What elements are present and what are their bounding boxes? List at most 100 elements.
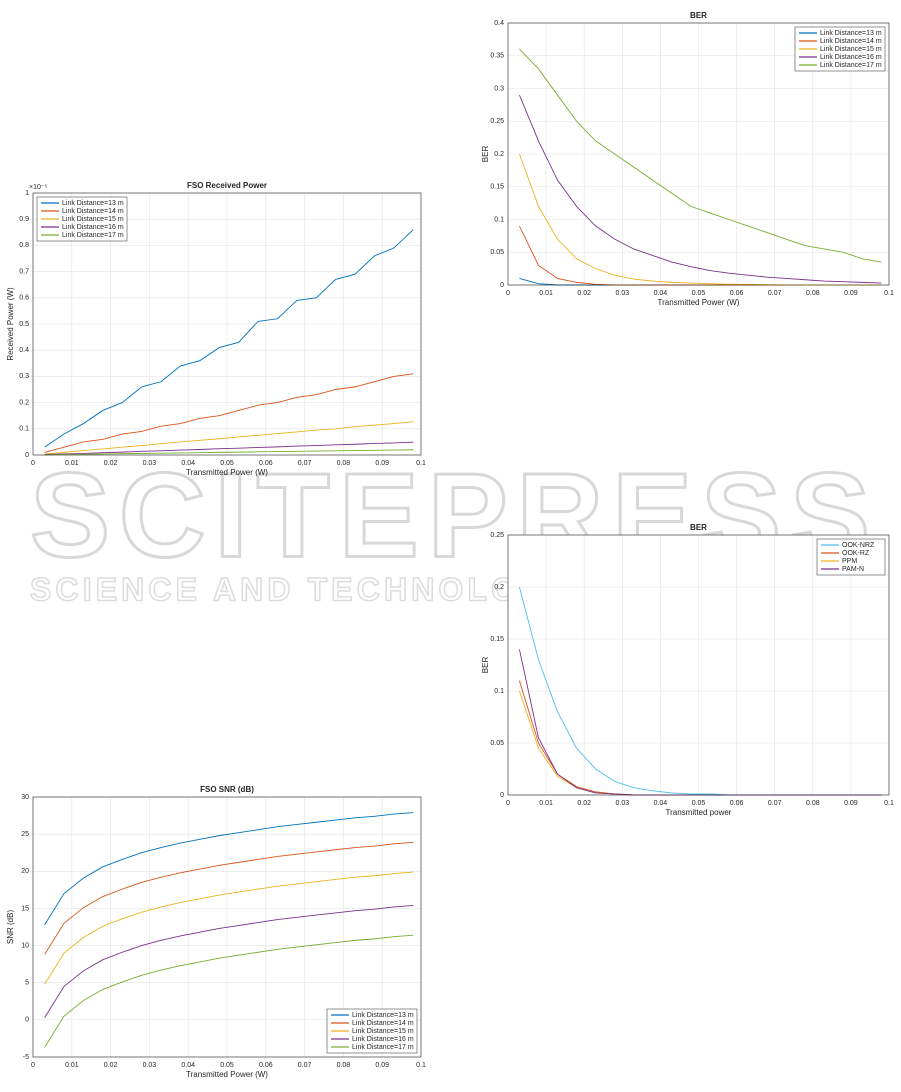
x-tick-label: 0.02 (577, 290, 591, 297)
y-tick-label: 0.8 (19, 242, 29, 249)
x-tick-label: 0.07 (768, 290, 782, 297)
x-axis-label: Transmitted Power (W) (186, 1070, 268, 1079)
data-line (519, 94, 882, 284)
legend-label: PPM (842, 558, 857, 565)
y-tick-label: 0.1 (494, 216, 504, 223)
axes-box (507, 22, 890, 286)
y-axis-label: BER (481, 657, 490, 674)
x-tick-label: 0.03 (143, 460, 157, 467)
x-axis-label: Transmitted power (666, 808, 732, 817)
y-tick-label: 0.7 (19, 268, 29, 275)
x-axis-label: Transmitted Power (W) (658, 298, 740, 307)
x-tick-label: 0.02 (104, 460, 118, 467)
y-tick-label: 10 (21, 942, 29, 949)
legend-label: Link Distance=17 m (62, 232, 124, 239)
y-tick-label: 30 (21, 794, 29, 801)
chart-title: BER (690, 523, 707, 532)
y-exponent: ×10⁻⁵ (29, 184, 48, 191)
x-tick-label: 0 (31, 1062, 35, 1069)
legend-label: Link Distance=15 m (820, 46, 882, 53)
data-line (44, 449, 414, 456)
x-tick-label: 0.01 (65, 460, 79, 467)
legend-label: Link Distance=17 m (820, 62, 882, 69)
x-tick-label: 0.03 (615, 800, 629, 807)
chart-title: FSO Received Power (187, 181, 267, 190)
legend-label: Link Distance=16 m (820, 54, 882, 61)
x-tick-label: 0.09 (375, 1062, 389, 1069)
y-tick-label: 0.3 (19, 373, 29, 380)
legend-label: Link Distance=13 m (352, 1012, 414, 1019)
x-tick-label: 0.09 (844, 800, 858, 807)
y-tick-label: 0.4 (494, 20, 504, 27)
data-line (44, 441, 414, 455)
y-tick-label: 0.1 (19, 426, 29, 433)
x-tick-label: 0 (506, 290, 510, 297)
y-axis-label: BER (481, 146, 490, 163)
y-tick-label: 15 (21, 905, 29, 912)
data-line (44, 373, 414, 453)
y-tick-label: 0.5 (19, 321, 29, 328)
y-tick-label: 0 (500, 792, 504, 799)
legend-label: OOK-RZ (842, 550, 870, 557)
x-tick-label: 0.01 (539, 800, 553, 807)
data-line (44, 421, 414, 455)
y-tick-label: 0.4 (19, 347, 29, 354)
x-tick-label: 0.05 (692, 290, 706, 297)
y-tick-label: -5 (23, 1054, 29, 1061)
y-tick-label: 0.3 (494, 85, 504, 92)
y-tick-label: 0.2 (494, 584, 504, 591)
legend-label: OOK-NRZ (842, 542, 875, 549)
x-tick-label: 0.03 (143, 1062, 157, 1069)
chart-title: BER (690, 11, 707, 20)
x-tick-label: 0.06 (259, 1062, 273, 1069)
x-tick-label: 0.04 (654, 290, 668, 297)
legend-label: Link Distance=15 m (352, 1028, 414, 1035)
y-tick-label: 0.2 (19, 399, 29, 406)
legend-label: Link Distance=15 m (62, 216, 124, 223)
x-tick-label: 0.08 (806, 290, 820, 297)
y-tick-label: 0 (500, 282, 504, 289)
x-tick-label: 0 (31, 460, 35, 467)
y-axis-label: Received Power (W) (6, 287, 15, 361)
x-tick-label: 0.04 (181, 1062, 195, 1069)
x-tick-label: 0.09 (375, 460, 389, 467)
data-line (44, 934, 414, 1048)
x-tick-label: 0.01 (539, 290, 553, 297)
y-tick-label: 0.9 (19, 216, 29, 223)
x-tick-label: 0 (506, 800, 510, 807)
legend-label: Link Distance=14 m (62, 208, 124, 215)
legend-label: Link Distance=14 m (820, 38, 882, 45)
y-tick-label: 0.15 (490, 184, 504, 191)
y-tick-label: 0.1 (494, 688, 504, 695)
y-axis-label: SNR (dB) (6, 910, 15, 945)
x-tick-label: 0.06 (730, 290, 744, 297)
legend-label: Link Distance=13 m (820, 30, 882, 37)
legend-label: Link Distance=16 m (62, 224, 124, 231)
y-tick-label: 0.2 (494, 151, 504, 158)
data-line (44, 229, 414, 448)
x-axis-label: Transmitted Power (W) (186, 468, 268, 477)
y-tick-label: 20 (21, 868, 29, 875)
axes-box (32, 796, 422, 1058)
x-tick-label: 0.08 (337, 460, 351, 467)
x-tick-label: 0.03 (615, 290, 629, 297)
y-tick-label: 0 (25, 1017, 29, 1024)
y-tick-label: 0 (25, 452, 29, 459)
x-tick-label: 0.1 (884, 800, 894, 807)
x-tick-label: 0.02 (577, 800, 591, 807)
data-line (44, 812, 414, 926)
x-tick-label: 0.08 (337, 1062, 351, 1069)
x-tick-label: 0.04 (181, 460, 195, 467)
x-tick-label: 0.1 (416, 460, 426, 467)
chart-title: FSO SNR (dB) (200, 785, 254, 794)
y-tick-label: 0.25 (490, 532, 504, 539)
x-tick-label: 0.08 (806, 800, 820, 807)
legend-label: Link Distance=13 m (62, 200, 124, 207)
legend-label: Link Distance=17 m (352, 1044, 414, 1051)
x-tick-label: 0.1 (416, 1062, 426, 1069)
y-tick-label: 0.6 (19, 295, 29, 302)
y-tick-label: 1 (25, 190, 29, 197)
y-tick-label: 0.05 (490, 740, 504, 747)
x-tick-label: 0.06 (730, 800, 744, 807)
